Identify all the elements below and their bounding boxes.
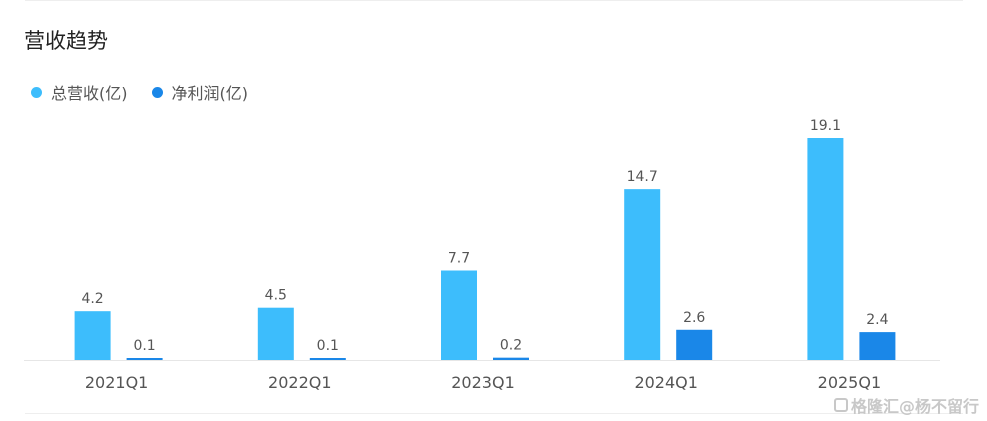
bar-revenue-2022Q1[interactable] <box>257 307 294 360</box>
chart-legend: 总营收(亿) 净利润(亿) <box>31 80 272 104</box>
watermark: 格隆汇@杨不留行 <box>833 393 979 417</box>
legend-dot-net-profit <box>151 86 163 98</box>
legend-item-revenue[interactable]: 总营收(亿) <box>31 80 128 104</box>
x-tick-label-2022Q1: 2022Q1 <box>268 373 332 392</box>
top-divider <box>25 0 963 1</box>
legend-label-net-profit: 净利润(亿) <box>171 84 249 103</box>
x-tick-label-2024Q1: 2024Q1 <box>634 373 698 392</box>
data-label-revenue-2023Q1: 7.7 <box>448 251 470 267</box>
bar-net-profit-2022Q1[interactable] <box>309 358 346 360</box>
legend-item-net-profit[interactable]: 净利润(亿) <box>151 80 249 104</box>
bar-net-profit-2023Q1[interactable] <box>493 357 529 360</box>
data-label-revenue-2024Q1: 14.7 <box>627 169 658 185</box>
chart-title: 营收趋势 <box>24 29 108 53</box>
data-label-net-profit-2021Q1: 0.1 <box>133 338 155 354</box>
bar-revenue-2021Q1[interactable] <box>74 311 111 360</box>
legend-label-revenue: 总营收(亿) <box>51 84 128 103</box>
bar-revenue-2025Q1[interactable] <box>807 138 844 360</box>
legend-dot-revenue <box>31 86 42 98</box>
x-tick-label-2023Q1: 2023Q1 <box>451 373 515 392</box>
bar-revenue-2024Q1[interactable] <box>624 189 661 360</box>
data-label-net-profit-2024Q1: 2.6 <box>683 310 705 326</box>
bar-net-profit-2025Q1[interactable] <box>859 332 896 360</box>
x-tick-label-2025Q1: 2025Q1 <box>818 373 882 392</box>
data-label-net-profit-2023Q1: 0.2 <box>500 338 522 354</box>
data-label-revenue-2021Q1: 4.2 <box>81 291 103 307</box>
bottom-divider <box>25 413 963 414</box>
x-tick-label-2021Q1: 2021Q1 <box>85 373 149 392</box>
bar-revenue-2023Q1[interactable] <box>441 270 477 360</box>
watermark-text: 格隆汇@杨不留行 <box>850 397 979 416</box>
data-label-net-profit-2022Q1: 0.1 <box>317 338 339 354</box>
watermark-logo-icon <box>833 398 848 412</box>
bar-net-profit-2024Q1[interactable] <box>676 329 713 360</box>
data-label-revenue-2022Q1: 4.5 <box>265 288 287 304</box>
data-label-revenue-2025Q1: 19.1 <box>810 118 841 134</box>
bar-net-profit-2021Q1[interactable] <box>126 358 163 360</box>
data-label-net-profit-2025Q1: 2.4 <box>866 312 888 328</box>
